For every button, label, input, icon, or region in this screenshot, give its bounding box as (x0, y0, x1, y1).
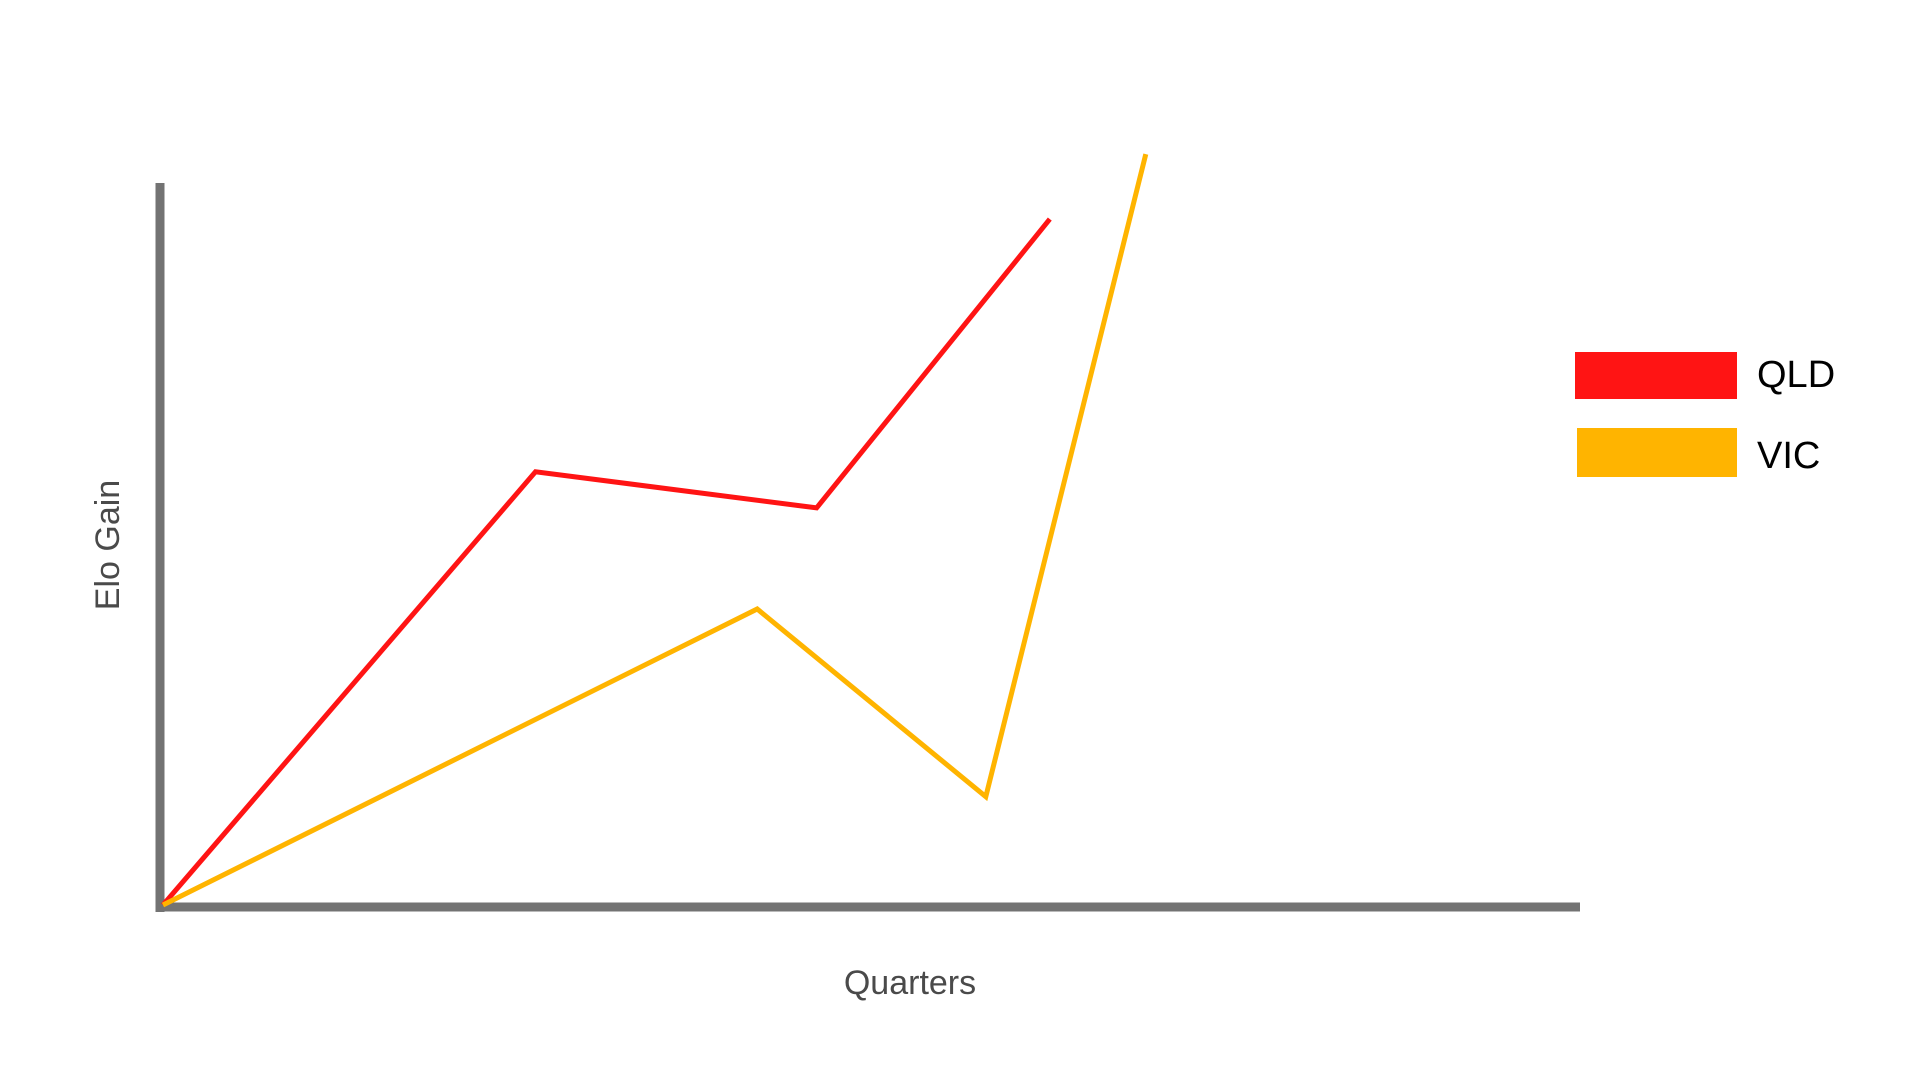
legend-swatch-vic (1577, 428, 1737, 477)
legend-swatch-qld (1575, 352, 1737, 399)
series-line-qld (161, 217, 1052, 907)
y-axis-title: Elo Gain (89, 480, 127, 610)
x-axis-title: Quarters (844, 964, 976, 1002)
legend-label-qld: QLD (1757, 354, 1835, 396)
series-line-vic (161, 153, 1149, 908)
series-layer (161, 153, 1149, 908)
legend-label-vic: VIC (1757, 435, 1820, 477)
legend: QLD VIC (1575, 352, 1835, 477)
